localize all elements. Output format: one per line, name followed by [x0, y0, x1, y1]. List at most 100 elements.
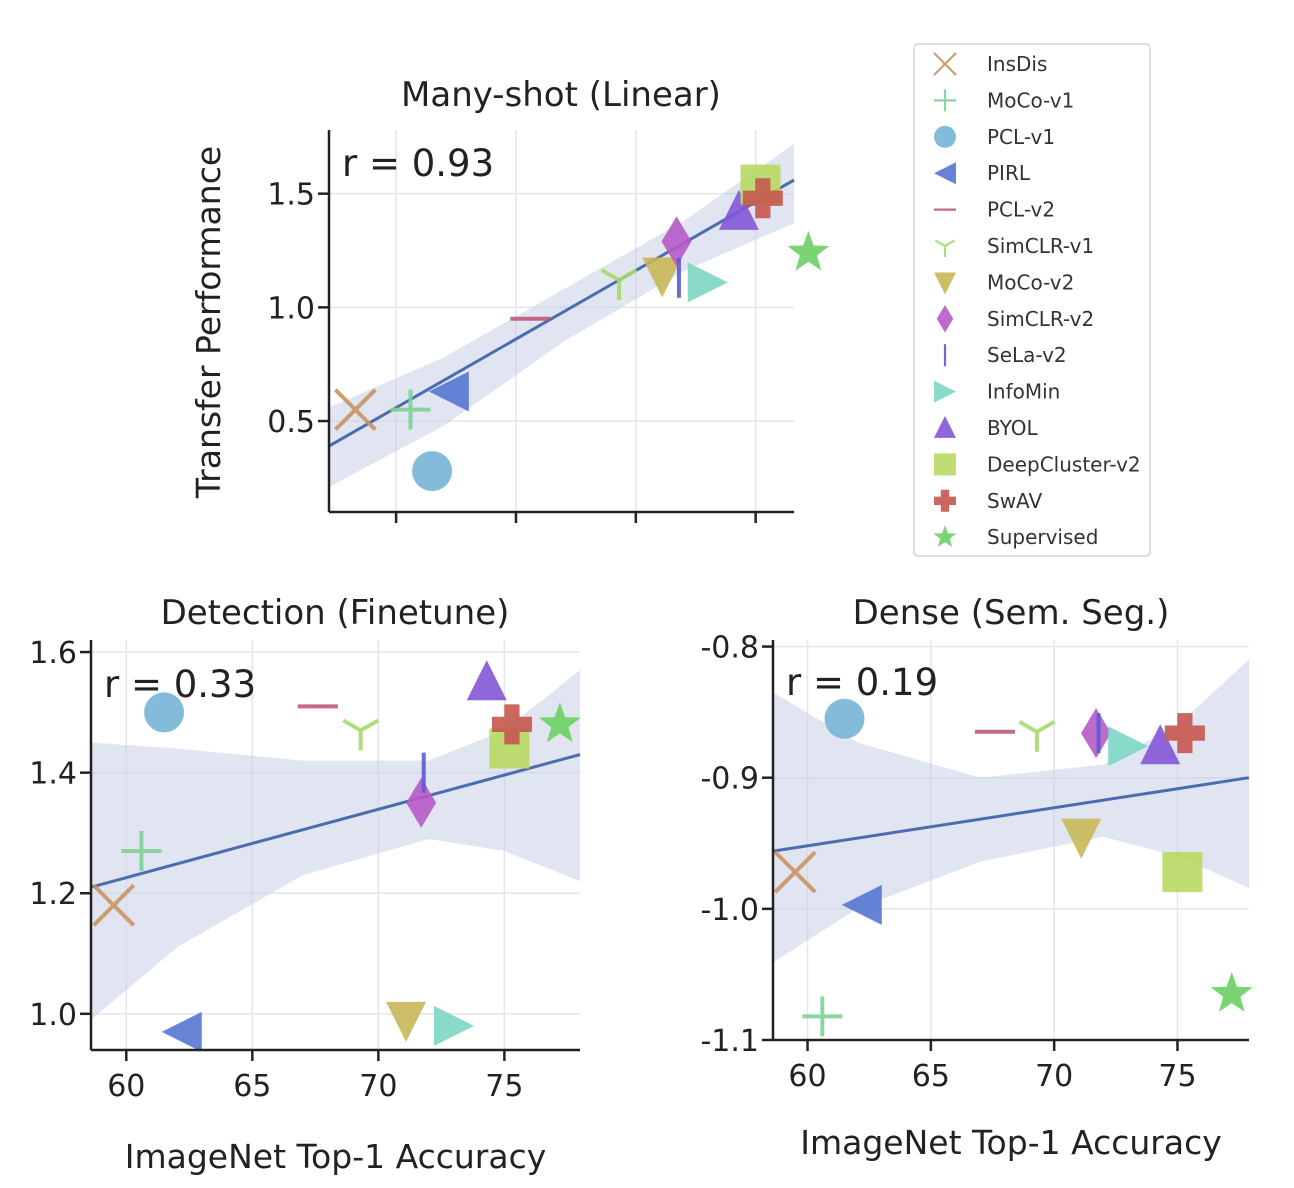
- point-moco-v2: [386, 1001, 427, 1042]
- point-moco-v2: [1061, 818, 1102, 859]
- point-pcl-v1: [412, 451, 453, 492]
- legend-label: InfoMin: [987, 380, 1060, 404]
- y-tick-label: -1.0: [700, 893, 759, 928]
- legend-label: SwAV: [987, 489, 1042, 513]
- legend-label: PCL-v1: [987, 125, 1055, 149]
- point-swav: [742, 178, 783, 219]
- legend: InsDis MoCo-v1 PCL-v1 PIRL PCL-v2 SimCLR-v1 Mo…: [913, 43, 1151, 557]
- chart-title: Detection (Finetune): [161, 593, 510, 633]
- data-points: [92, 660, 581, 1050]
- point-moco-v1: [121, 831, 162, 872]
- point-simclr-v2: [661, 216, 692, 267]
- legend-label: PCL-v2: [987, 198, 1055, 222]
- data-points: [333, 164, 830, 492]
- y-tick-label: 1.4: [29, 757, 77, 792]
- legend-label: BYOL: [987, 416, 1038, 440]
- correlation-annotation: r = 0.19: [786, 661, 938, 704]
- chart-title: Many-shot (Linear): [401, 75, 721, 115]
- point-pirl: [428, 371, 469, 412]
- legend-marker-pcl-v1: [934, 125, 956, 148]
- y-tick-label: 1.5: [267, 178, 315, 213]
- legend-label: InsDis: [987, 52, 1047, 76]
- legend-marker-swav: [934, 489, 956, 512]
- legend-label: SeLa-v2: [987, 343, 1067, 367]
- data-points: [773, 698, 1253, 1037]
- point-insdis: [92, 883, 136, 927]
- y-tick-label: 1.0: [29, 998, 77, 1033]
- legend-marker-moco-v2: [934, 272, 956, 295]
- point-infomin: [687, 262, 728, 303]
- confidence-band: [329, 143, 794, 487]
- legend-label: MoCo-v2: [987, 270, 1074, 294]
- legend-marker-deepcluster-v2: [934, 453, 956, 476]
- x-tick-label: 65: [912, 1059, 950, 1094]
- panel-dense: 60 65 70 75 -0.8 -0.9 -1.0 -1.1 Dense (Sem. Seg.…: [700, 593, 1253, 1162]
- regression-line: [772, 776, 1250, 853]
- point-byol: [718, 189, 759, 230]
- point-pirl: [841, 884, 882, 925]
- legend-label: Supervised: [987, 525, 1098, 549]
- legend-marker-simclr-v1: [934, 239, 956, 257]
- y-tick-label: -0.9: [700, 762, 759, 797]
- point-moco-v1: [390, 389, 431, 430]
- point-insdis: [773, 850, 817, 894]
- confidence-band: [773, 659, 1249, 963]
- legend-marker-infomin: [934, 380, 956, 403]
- point-infomin: [433, 1005, 474, 1046]
- point-moco-v1: [802, 996, 843, 1037]
- point-swav: [491, 704, 532, 745]
- legend-label: MoCo-v1: [987, 88, 1074, 112]
- x-axis-label: ImageNet Top-1 Accuracy: [125, 1137, 547, 1176]
- point-insdis: [333, 388, 377, 432]
- confidence-band: [91, 670, 580, 1020]
- y-tick-label: 0.5: [267, 405, 315, 440]
- x-tick-label: 75: [1158, 1059, 1196, 1094]
- legend-marker-byol: [934, 415, 956, 438]
- y-tick-label: 1.6: [29, 636, 77, 671]
- point-simclr-v1: [1018, 720, 1056, 752]
- point-simclr-v2: [406, 777, 437, 828]
- y-axis-label: Transfer Performance: [189, 146, 228, 499]
- y-tick-label: 1.2: [29, 877, 77, 912]
- x-tick-label: 65: [233, 1069, 271, 1104]
- regression-line: [90, 753, 581, 889]
- panel-detection: 60 65 70 75 1.0 1.2 1.4 1.6 Detection (Finetune)…: [29, 593, 581, 1176]
- y-tick-label: -1.1: [700, 1024, 759, 1059]
- legend-marker-insdis: [933, 52, 957, 76]
- x-tick-label: 75: [485, 1069, 523, 1104]
- point-deepcluster-v2: [1162, 852, 1203, 893]
- point-infomin: [1108, 726, 1149, 767]
- legend-label: DeepCluster-v2: [987, 452, 1141, 476]
- point-supervised: [1210, 972, 1253, 1012]
- point-moco-v2: [642, 257, 683, 298]
- point-simclr-v1: [342, 718, 380, 751]
- correlation-annotation: r = 0.33: [104, 663, 256, 706]
- legend-marker-pirl: [934, 162, 956, 185]
- x-tick-label: 70: [1035, 1059, 1073, 1094]
- legend-label: PIRL: [987, 161, 1031, 185]
- legend-label: SimCLR-v1: [987, 234, 1094, 258]
- point-supervised: [538, 702, 581, 743]
- correlation-annotation: r = 0.93: [342, 142, 494, 185]
- legend-frame: [913, 43, 1151, 557]
- regression-line: [328, 178, 795, 448]
- legend-marker-moco-v1: [934, 89, 956, 112]
- point-simclr-v2: [1081, 708, 1112, 759]
- legend-marker-simclr-v2: [936, 305, 954, 333]
- x-tick-label: 60: [107, 1069, 145, 1104]
- point-pirl: [161, 1011, 202, 1050]
- legend-marker-supervised: [933, 525, 957, 547]
- point-pcl-v1: [824, 698, 865, 739]
- y-tick-label: -0.8: [700, 631, 759, 666]
- legend-label: SimCLR-v2: [987, 307, 1094, 331]
- point-simclr-v1: [600, 268, 638, 301]
- point-swav: [1164, 713, 1205, 754]
- chart-title: Dense (Sem. Seg.): [853, 593, 1170, 633]
- point-supervised: [787, 230, 830, 271]
- x-tick-label: 70: [359, 1069, 397, 1104]
- x-axis-label: ImageNet Top-1 Accuracy: [800, 1123, 1222, 1162]
- point-byol: [1140, 724, 1181, 765]
- point-pcl-v1: [144, 692, 185, 733]
- y-tick-label: 1.0: [267, 291, 315, 326]
